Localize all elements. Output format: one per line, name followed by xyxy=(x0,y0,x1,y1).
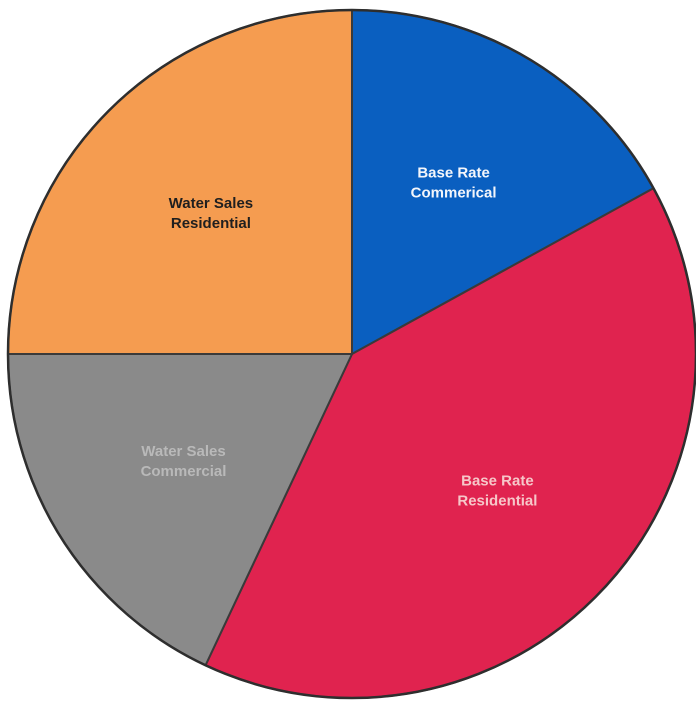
slice-label-base-rate-commerical: Base Rate Commerical xyxy=(411,164,497,201)
slice-label-water-sales-commercial: Water Sales Commercial xyxy=(141,443,227,480)
slice-label-line: Commercial xyxy=(141,463,227,480)
slice-label-line: Base Rate xyxy=(417,164,490,181)
slice-water-sales-residential xyxy=(6,8,353,355)
slice-label-line: Water Sales xyxy=(141,443,226,460)
slice-label-water-sales-residential: Water Sales Residential xyxy=(169,195,254,232)
slice-label-line: Base Rate xyxy=(461,473,534,490)
slice-label-line: Residential xyxy=(457,493,537,510)
pie-outline xyxy=(6,8,696,700)
slice-label-line: Water Sales xyxy=(169,195,254,212)
slice-label-line: Commerical xyxy=(411,184,497,201)
slice-label-line: Residential xyxy=(171,215,251,232)
pie-slices xyxy=(6,8,696,699)
slice-label-base-rate-residential: Base Rate Residential xyxy=(457,473,537,510)
